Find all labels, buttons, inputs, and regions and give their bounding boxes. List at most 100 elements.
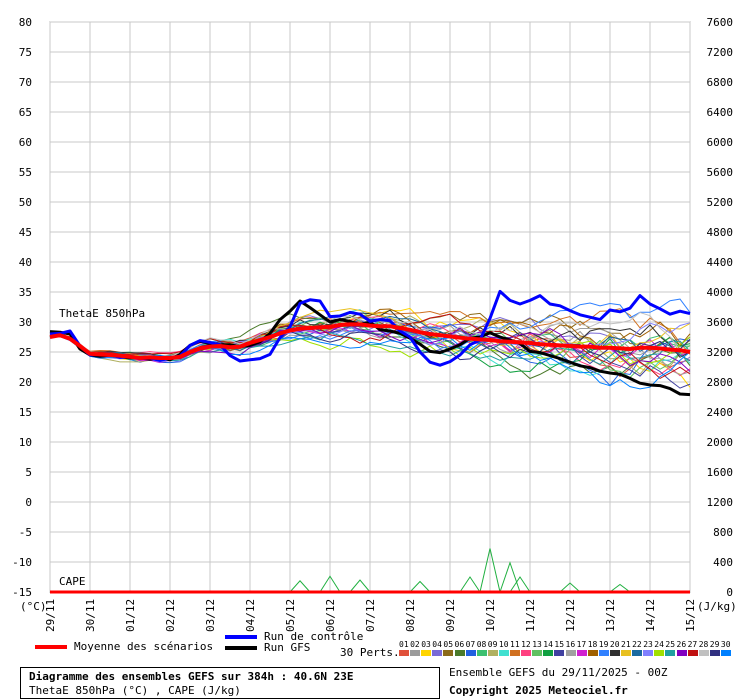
cape-spike — [609, 583, 631, 593]
right-tick-label: 4000 — [707, 286, 734, 299]
main-series-lines — [49, 289, 691, 397]
pert-legend-swatch — [465, 650, 476, 656]
pert-legend-swatch — [665, 650, 676, 656]
perturbation-legend: 01 02 03 04 05 06 07 08 09 10 11 12 13 14 15 16 17 18 19 20… — [399, 640, 734, 660]
legend-control-label: Run de contrôle — [264, 630, 364, 643]
legend-mean-swatch — [35, 645, 67, 649]
pert-legend-swatch — [410, 650, 421, 656]
footer-copyright: Copyright 2025 Meteociel.fr — [449, 684, 628, 697]
cape-spike — [319, 575, 341, 593]
left-tick-label: 70 — [19, 76, 32, 89]
pert-legend-number: 19 — [598, 640, 609, 649]
x-tick-label: 04/12 — [244, 599, 257, 632]
right-tick-label: 5600 — [707, 166, 734, 179]
left-tick-label: 50 — [19, 196, 32, 209]
right-tick-label: 2000 — [707, 436, 734, 449]
legend-mean-label: Moyenne des scénarios — [74, 640, 214, 653]
pert-legend-number: 29 — [709, 640, 720, 649]
left-tick-label: -5 — [19, 526, 32, 539]
x-axis-ticks: 29/11 30/11 01/12 02/12 03/12 04/12 05/12 06/12… — [44, 599, 697, 632]
x-tick-label: 14/12 — [644, 599, 657, 632]
pert-legend-number: 05 — [443, 640, 454, 649]
pert-legend-number: 15 — [554, 640, 565, 649]
x-tick-label: 08/12 — [404, 599, 417, 632]
right-tick-label: 0 — [726, 586, 733, 599]
pert-legend-number: 13 — [532, 640, 542, 649]
left-tick-label: 25 — [19, 346, 32, 359]
legend-gfs-swatch — [225, 646, 257, 650]
cape-spike — [409, 580, 431, 593]
perturbation-line — [49, 315, 691, 377]
cape-spike — [479, 548, 501, 593]
pert-legend-number: 08 — [476, 640, 487, 649]
pert-legend-swatch — [532, 650, 543, 656]
right-tick-label: 1200 — [707, 496, 734, 509]
right-tick-label: 2400 — [707, 406, 734, 419]
ensemble-chart: 80757065605550454035302520151050-5-10-15… — [12, 16, 737, 632]
pert-legend-number: 25 — [665, 640, 676, 649]
left-tick-label: -15 — [12, 586, 32, 599]
x-tick-label: 29/11 — [44, 599, 57, 632]
pert-legend-number: 26 — [676, 640, 687, 649]
x-tick-label: 12/12 — [564, 599, 577, 632]
x-tick-label: 15/12 — [684, 599, 697, 632]
pert-legend-swatch — [476, 650, 487, 656]
left-tick-label: 60 — [19, 136, 32, 149]
pert-legend-number: 20 — [609, 640, 620, 649]
left-tick-label: -10 — [12, 556, 32, 569]
x-tick-label: 03/12 — [204, 599, 217, 632]
footer-box: Diagramme des ensembles GEFS sur 384h : … — [20, 667, 440, 699]
cape-annotation: CAPE — [59, 575, 86, 588]
pert-legend-number: 23 — [643, 640, 653, 649]
right-tick-label: 6000 — [707, 136, 734, 149]
pert-legend-swatch — [543, 650, 554, 656]
left-tick-label: 45 — [19, 226, 32, 239]
pert-legend-swatch — [576, 650, 587, 656]
pert-legend-swatch — [443, 650, 454, 656]
left-tick-label: 5 — [25, 466, 32, 479]
left-tick-label: 15 — [19, 406, 32, 419]
pert-legend-swatch — [621, 650, 632, 656]
left-tick-label: 10 — [19, 436, 32, 449]
right-tick-label: 6400 — [707, 106, 734, 119]
pert-legend-swatch — [565, 650, 576, 656]
left-unit-label: (°C) — [20, 600, 47, 613]
pert-legend-number: 09 — [487, 640, 498, 649]
x-tick-label: 30/11 — [84, 599, 97, 632]
pert-legend-number: 04 — [432, 640, 442, 649]
right-tick-label: 800 — [713, 526, 733, 539]
cape-lines — [50, 548, 690, 594]
pert-legend-swatch — [487, 650, 498, 656]
pert-legend-number: 07 — [465, 640, 476, 649]
pert-legend-swatch — [399, 650, 410, 656]
legend-perts-label: 30 Perts. — [340, 646, 400, 659]
pert-legend-number: 06 — [454, 640, 465, 649]
pert-legend-number: 10 — [498, 640, 509, 649]
pert-legend-swatch — [698, 650, 709, 656]
pert-legend-number: 18 — [587, 640, 598, 649]
thetae-annotation: ThetaE 850hPa — [59, 307, 145, 320]
cape-spike — [349, 579, 371, 593]
pert-legend-swatch — [676, 650, 687, 656]
left-tick-label: 55 — [19, 166, 32, 179]
pert-legend-number: 16 — [565, 640, 576, 649]
left-tick-label: 65 — [19, 106, 32, 119]
perturbation-line — [49, 335, 691, 390]
x-tick-label: 05/12 — [284, 599, 297, 632]
x-tick-label: 10/12 — [484, 599, 497, 632]
left-tick-label: 40 — [19, 256, 32, 269]
x-tick-label: 13/12 — [604, 599, 617, 632]
chart-grid — [49, 21, 691, 593]
pert-legend-number: 28 — [698, 640, 709, 649]
left-tick-label: 80 — [19, 16, 32, 29]
pert-legend-swatch — [454, 650, 465, 656]
x-tick-label: 09/12 — [444, 599, 457, 632]
footer-subtitle: ThetaE 850hPa (°C) , CAPE (J/kg) — [29, 684, 241, 697]
x-tick-label: 01/12 — [124, 599, 137, 632]
left-tick-label: 30 — [19, 316, 32, 329]
pert-legend-swatch — [643, 650, 654, 656]
pert-legend-number: 11 — [510, 640, 520, 649]
pert-legend-number: 21 — [621, 640, 631, 649]
pert-legend-swatch — [554, 650, 565, 656]
